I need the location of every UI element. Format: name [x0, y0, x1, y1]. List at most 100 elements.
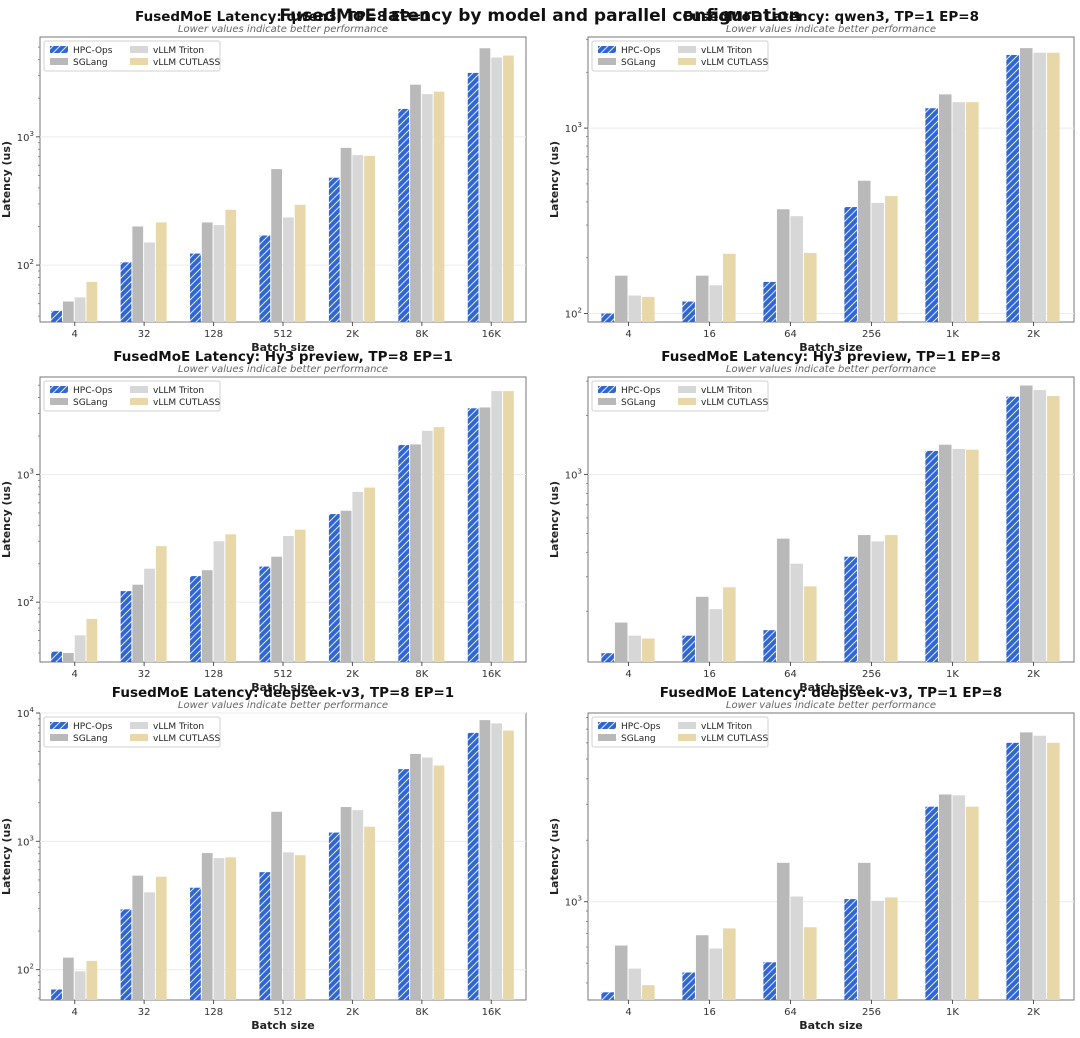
bar-vllm-cutlass — [723, 587, 736, 662]
bar-vllm-cutlass — [364, 487, 375, 662]
bar-vllm-triton — [871, 202, 885, 322]
plot-area — [587, 36, 1075, 323]
legend: HPC-Ops SGLang vLLM Triton vLLM CUTLASS — [43, 40, 221, 72]
bar-hpc-ops — [1006, 396, 1019, 662]
legend-swatch — [598, 386, 616, 393]
legend-swatch — [130, 46, 148, 53]
bar-sglang — [132, 584, 144, 662]
bar-vllm-triton — [871, 541, 885, 662]
y-tick-label: 102 — [17, 595, 34, 609]
legend: HPC-Ops SGLang vLLM Triton vLLM CUTLASS — [591, 380, 769, 412]
legend-label: vLLM Triton — [153, 46, 204, 56]
y-tick-label: 104 — [17, 706, 35, 720]
bar-hpc-ops — [844, 899, 857, 1000]
legend-swatch — [598, 734, 616, 741]
bar-sglang — [410, 753, 421, 1000]
x-axis-label: Batch size — [251, 681, 314, 694]
bar-vllm-triton — [628, 295, 642, 322]
legend-swatch — [678, 58, 696, 65]
x-tick-label: 128 — [204, 329, 223, 340]
legend: HPC-Ops SGLang vLLM Triton vLLM CUTLASS — [591, 40, 769, 72]
y-tick-label: 103 — [565, 121, 582, 135]
bar-sglang — [340, 147, 352, 322]
bar-vllm-cutlass — [433, 765, 445, 1000]
bar-vllm-cutlass — [155, 876, 167, 1000]
bar-sglang — [695, 596, 709, 662]
bar-hpc-ops — [120, 591, 132, 662]
bar-vllm-triton — [790, 896, 804, 1000]
bar-vllm-cutlass — [503, 730, 514, 1000]
bar-sglang — [479, 720, 491, 1000]
bar-hpc-ops — [1006, 54, 1019, 322]
bar-vllm-triton — [628, 635, 642, 662]
bar-vllm-cutlass — [86, 281, 98, 322]
bar-vllm-cutlass — [364, 826, 375, 1000]
bar-hpc-ops — [398, 445, 410, 662]
chart-subtitle: Lower values indicate better performance — [178, 700, 388, 711]
x-tick-label: 4 — [72, 1007, 78, 1018]
bar-vllm-triton — [283, 852, 294, 1000]
bar-hpc-ops — [601, 653, 614, 662]
bar-hpc-ops — [601, 992, 614, 1000]
x-tick-label: 16 — [703, 669, 716, 680]
legend-swatch — [598, 46, 616, 53]
bar-vllm-cutlass — [294, 855, 306, 1000]
bar-hpc-ops — [763, 962, 776, 1000]
bar-sglang — [271, 556, 282, 662]
bar-hpc-ops — [398, 108, 410, 323]
bar-hpc-ops — [190, 253, 201, 322]
bar-vllm-triton — [74, 971, 86, 1000]
legend-swatch — [50, 58, 68, 65]
legend-swatch — [130, 398, 148, 405]
legend-swatch — [50, 722, 68, 729]
bar-vllm-triton — [74, 297, 86, 322]
x-tick-label: 256 — [862, 669, 881, 680]
bar-hpc-ops — [844, 556, 857, 662]
bar-sglang — [479, 48, 491, 323]
x-tick-label: 16K — [482, 329, 502, 340]
bar-vllm-cutlass — [294, 204, 306, 322]
bar-sglang — [201, 853, 213, 1000]
bar-hpc-ops — [467, 408, 479, 662]
bar-sglang — [857, 180, 871, 322]
legend-label: vLLM CUTLASS — [153, 734, 220, 744]
y-tick-label: 103 — [17, 130, 34, 144]
y-tick-label: 103 — [17, 834, 34, 848]
bar-vllm-triton — [1033, 52, 1047, 323]
bar-hpc-ops — [925, 450, 938, 662]
x-tick-label: 32 — [138, 329, 151, 340]
bar-sglang — [340, 807, 352, 1000]
bar-hpc-ops — [259, 235, 271, 322]
bar-vllm-triton — [144, 568, 155, 662]
bar-vllm-triton — [283, 535, 294, 662]
chart-title: FusedMoE Latency: qwen3, TP=8 EP=1 — [135, 9, 431, 25]
x-tick-label: 32 — [138, 669, 151, 680]
x-tick-label: 128 — [204, 1007, 223, 1018]
x-tick-label: 32 — [138, 1007, 151, 1018]
bar-vllm-cutlass — [433, 427, 445, 662]
bar-vllm-cutlass — [966, 806, 979, 1000]
chart-subtitle: Lower values indicate better performance — [178, 24, 388, 35]
bar-hpc-ops — [328, 514, 340, 662]
legend: HPC-Ops SGLang vLLM Triton vLLM CUTLASS — [43, 380, 221, 412]
x-tick-label: 16 — [703, 1007, 716, 1018]
legend-label: SGLang — [621, 58, 656, 68]
chart-panel-1: FusedMoE Latency: qwen3, TP=8 EP=1Lower … — [0, 9, 527, 354]
chart-title: FusedMoE Latency: deepseek-v3, TP=8 EP=1 — [112, 685, 454, 701]
x-tick-label: 128 — [204, 669, 223, 680]
x-tick-label: 4 — [72, 669, 78, 680]
legend-swatch — [678, 386, 696, 393]
x-tick-label: 2K — [346, 329, 359, 340]
legend-label: vLLM CUTLASS — [153, 398, 220, 408]
bar-sglang — [201, 222, 213, 322]
bar-hpc-ops — [328, 177, 340, 322]
bar-vllm-cutlass — [642, 985, 655, 1000]
bar-vllm-cutlass — [885, 897, 898, 1000]
bar-sglang — [614, 945, 628, 1000]
legend-label: vLLM CUTLASS — [701, 734, 768, 744]
bar-hpc-ops — [682, 972, 695, 1000]
bar-vllm-triton — [491, 723, 503, 1000]
legend-label: vLLM Triton — [153, 386, 204, 396]
legend: HPC-Ops SGLang vLLM Triton vLLM CUTLASS — [43, 716, 221, 748]
